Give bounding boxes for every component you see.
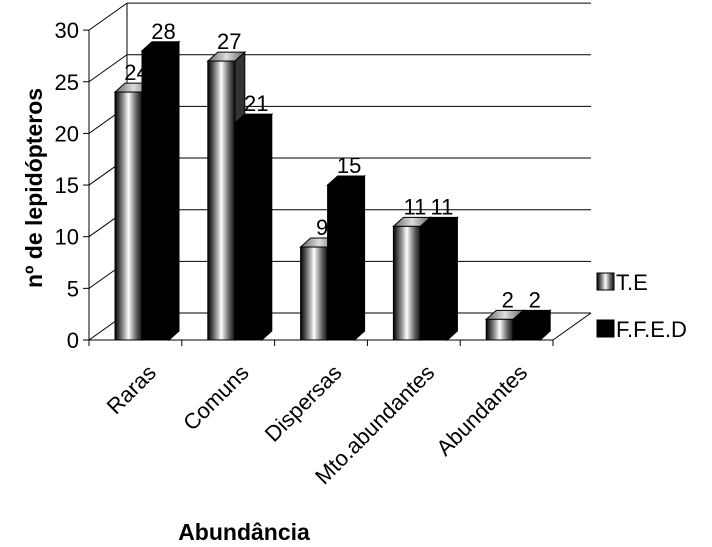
legend-swatch-te: [596, 272, 615, 291]
bar-side-1-2: [354, 174, 366, 342]
bar-1-1: [234, 122, 263, 341]
y-tick-label-0: 0: [67, 328, 79, 353]
y-axis-title: nº de lepidópteros: [21, 88, 47, 288]
data-label-0-3: 11: [403, 194, 426, 219]
y-tick-label-15: 15: [55, 173, 79, 198]
bar-0-2: [300, 246, 329, 341]
bar-side-1-0: [168, 40, 180, 342]
gridline-wall-25: [88, 54, 128, 83]
legend-swatch-ffed: [596, 319, 615, 338]
x-tick-labels: Raras Comuns DispersasMto.abundantesAbunda…: [102, 360, 532, 489]
data-label-1-2: 15: [337, 153, 361, 178]
floor-right-edge: [552, 312, 592, 341]
legend-label-te: T.E: [616, 270, 648, 295]
x-tick-label-0: Raras: [102, 360, 161, 419]
data-label-0-2: 9: [316, 215, 328, 240]
x-tick-label-4: Abundantes: [431, 360, 532, 461]
bars: [113, 40, 552, 342]
y-tick-labels: 0 5 10 15 20 25 30: [55, 18, 79, 353]
gridlines: [83, 2, 591, 346]
x-axis-title: Abundância: [178, 519, 310, 545]
data-label-1-4: 2: [529, 287, 541, 312]
bar-1-4: [512, 318, 541, 341]
bar-1-3: [419, 225, 448, 341]
bar-0-1: [207, 60, 236, 341]
bar-side-1-1: [261, 112, 273, 342]
legend: T.E F.F.E.D: [596, 270, 687, 342]
data-label-0-1: 27: [217, 29, 241, 54]
x-tick-label-2: Dispersas: [260, 360, 347, 447]
bar-0-4: [485, 318, 514, 341]
y-tick-label-10: 10: [55, 225, 79, 250]
data-label-1-1: 21: [244, 91, 268, 116]
gridline-wall-30: [88, 2, 128, 31]
legend-label-ffed: F.F.E.D: [616, 317, 687, 342]
data-label-0-4: 2: [502, 287, 514, 312]
data-label-1-3: 11: [430, 194, 453, 219]
bar-side-1-3: [446, 216, 458, 342]
data-label-0-0: 24: [124, 60, 148, 85]
bar-1-0: [141, 50, 170, 341]
bar-0-3: [392, 225, 421, 341]
y-tick-label-25: 25: [55, 70, 79, 95]
y-tick-label-20: 20: [55, 121, 79, 146]
x-tick-label-1: Comuns: [178, 360, 254, 436]
y-tick-label-30: 30: [55, 18, 79, 43]
y-tick-label-5: 5: [67, 276, 79, 301]
data-label-1-0: 28: [151, 19, 175, 44]
bar-1-2: [327, 184, 356, 341]
bar-0-0: [114, 91, 143, 341]
